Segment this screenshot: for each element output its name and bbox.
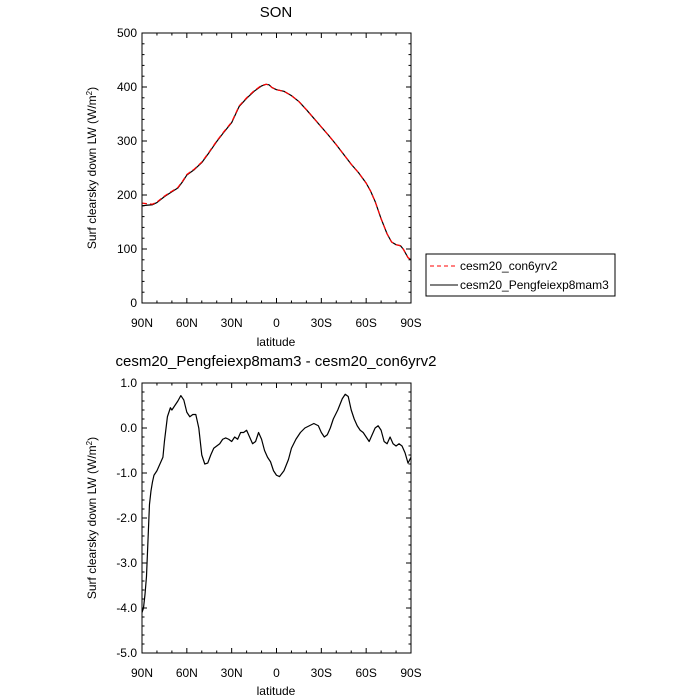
top-plot-frame — [141, 32, 412, 304]
bottom-x-axis-label: latitude — [257, 684, 296, 698]
top-panel: SON 0 100 200 300 400 500 90N 60N 30N 0 30S 60S 90S… — [85, 4, 616, 349]
y-tick-label: 0 — [130, 296, 137, 310]
y-tick-label: 300 — [117, 134, 137, 148]
y-tick-label: 500 — [117, 26, 137, 40]
bottom-y-tick-labels: -5.0 -4.0 -3.0 -2.0 -1.0 0.0 1.0 — [116, 376, 137, 660]
bottom-y-axis-label-superscript: 2 — [85, 440, 94, 445]
top-y-axis-label-tail: ) — [85, 87, 99, 91]
y-tick-label: 1.0 — [120, 376, 137, 390]
bottom-chart-title: cesm20_Pengfeiexp8mam3 - cesm20_con6yrv2 — [116, 353, 437, 370]
legend-label-pengfeiexp8mam3: cesm20_Pengfeiexp8mam3 — [460, 278, 609, 292]
legend-label-con6yrv2: cesm20_con6yrv2 — [460, 259, 558, 273]
y-tick-label: -1.0 — [116, 466, 137, 480]
x-tick-label: 30S — [311, 316, 332, 330]
x-tick-label: 60S — [355, 666, 376, 680]
y-tick-label: -2.0 — [116, 511, 137, 525]
x-tick-label: 60N — [176, 316, 198, 330]
y-tick-label: -4.0 — [116, 601, 137, 615]
bottom-x-tick-labels: 90N 60N 30N 0 30S 60S 90S — [131, 666, 422, 680]
y-tick-label: -5.0 — [116, 646, 137, 660]
top-x-tick-labels: 90N 60N 30N 0 30S 60S 90S — [131, 316, 422, 330]
x-tick-label: 90S — [400, 666, 421, 680]
x-tick-label: 30N — [221, 316, 243, 330]
x-tick-label: 90N — [131, 316, 153, 330]
x-tick-label: 90S — [400, 316, 421, 330]
x-tick-label: 30N — [221, 666, 243, 680]
x-tick-label: 0 — [273, 666, 280, 680]
y-tick-label: 200 — [117, 188, 137, 202]
x-tick-label: 30S — [311, 666, 332, 680]
y-tick-label: 400 — [117, 80, 137, 94]
top-y-axis-label-superscript: 2 — [85, 90, 94, 95]
bottom-plot-frame — [141, 382, 412, 654]
y-tick-label: -3.0 — [116, 556, 137, 570]
top-y-axis-label: Surf clearsky down LW (W/m2) — [85, 87, 100, 249]
top-series-group — [141, 83, 412, 261]
legend: cesm20_con6yrv2 cesm20_Pengfeiexp8mam3 — [425, 253, 616, 297]
bottom-y-axis-label: Surf clearsky down LW (W/m2) — [85, 437, 100, 599]
y-tick-label: 0.0 — [120, 421, 137, 435]
legend-box — [425, 253, 616, 297]
bottom-y-axis-label-main: Surf clearsky down LW (W/m — [85, 445, 99, 599]
x-tick-label: 60S — [355, 316, 376, 330]
y-tick-label: 100 — [117, 242, 137, 256]
series-line-difference — [141, 393, 412, 613]
x-tick-label: 60N — [176, 666, 198, 680]
series-line-cesm20_con6yrv2 — [141, 83, 412, 261]
top-chart-title: SON — [260, 4, 293, 21]
x-tick-label: 0 — [273, 316, 280, 330]
top-y-tick-labels: 0 100 200 300 400 500 — [117, 26, 137, 310]
top-y-axis-label-main: Surf clearsky down LW (W/m — [85, 95, 99, 249]
bottom-panel: cesm20_Pengfeiexp8mam3 - cesm20_con6yrv2… — [85, 353, 437, 698]
top-x-axis-label: latitude — [257, 335, 296, 349]
bottom-y-axis-label-tail: ) — [85, 437, 99, 441]
x-tick-label: 90N — [131, 666, 153, 680]
bottom-series-group — [141, 393, 412, 613]
